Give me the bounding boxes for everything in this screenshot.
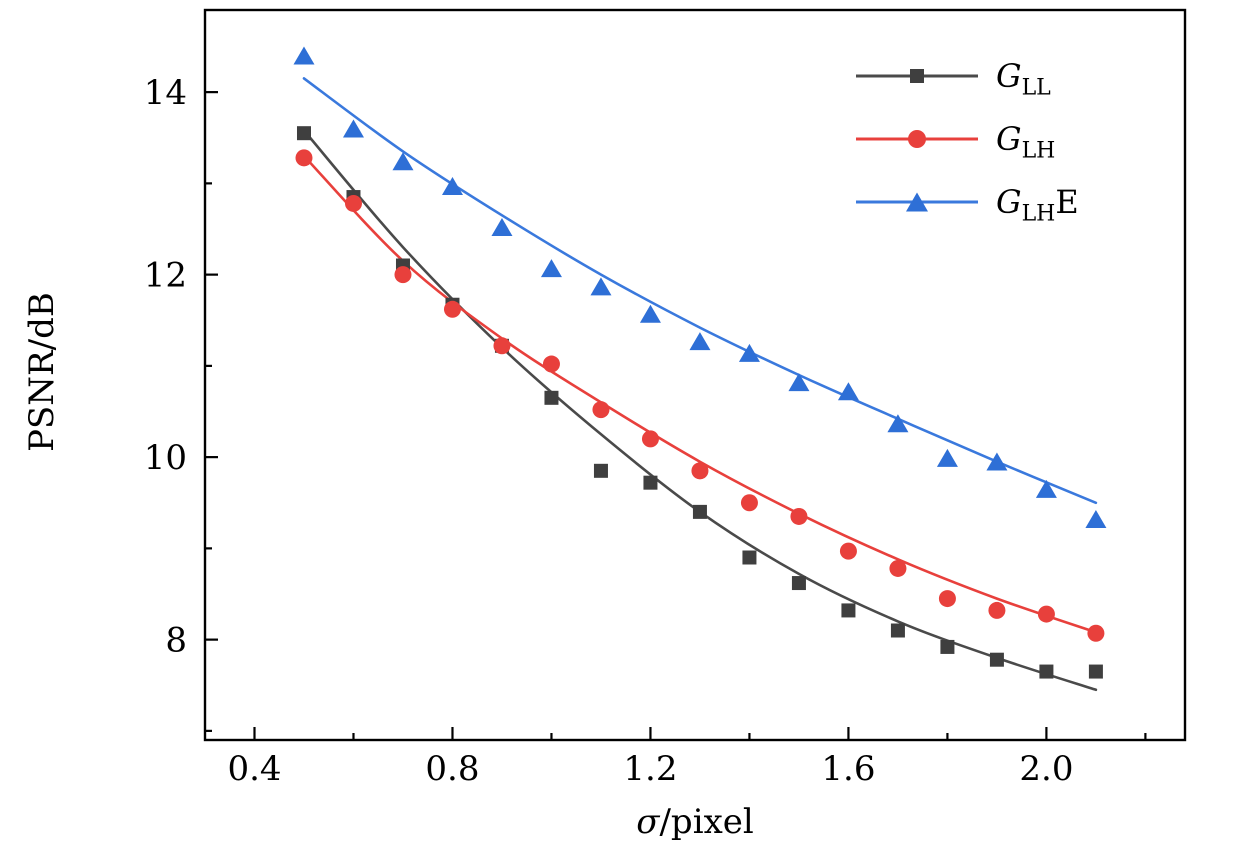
data-point bbox=[295, 149, 313, 167]
tick-label: 10 bbox=[144, 438, 187, 478]
data-point bbox=[593, 463, 608, 478]
data-point bbox=[441, 176, 463, 195]
data-point bbox=[989, 652, 1004, 667]
tick-label: 0.4 bbox=[227, 749, 281, 789]
legend-label-glhe: GLHE bbox=[996, 182, 1079, 225]
tick-labels: 0.4 0.8 1.2 1.6 2.0 8 10 12 14 bbox=[144, 73, 1074, 789]
data-point bbox=[887, 414, 909, 433]
data-point bbox=[938, 590, 956, 608]
data-point bbox=[1035, 479, 1057, 498]
legend-label-suffix: E bbox=[1055, 182, 1079, 221]
square-marker-icon bbox=[910, 68, 924, 83]
tick-label: 1.2 bbox=[623, 749, 677, 789]
y-axis-label: PSNR/dB bbox=[22, 292, 62, 452]
data-point bbox=[988, 601, 1006, 619]
data-point bbox=[342, 119, 364, 138]
tick-label: 12 bbox=[144, 256, 187, 296]
legend-line-sample-glh bbox=[856, 127, 978, 151]
data-point bbox=[738, 343, 760, 362]
legend-item-glhe: GLHE bbox=[856, 170, 1079, 233]
fit-line-glh bbox=[302, 154, 1098, 634]
data-point bbox=[689, 332, 711, 351]
data-point bbox=[643, 475, 658, 490]
tick-label: 2.0 bbox=[1019, 749, 1073, 789]
data-point bbox=[742, 550, 757, 565]
data-point bbox=[296, 126, 311, 141]
data-point bbox=[394, 266, 412, 284]
data-point bbox=[493, 337, 511, 355]
legend-label-main: G bbox=[996, 56, 1022, 95]
legend-label-gll: GLL bbox=[996, 56, 1051, 99]
x-axis-label-sigma: σ bbox=[636, 802, 660, 842]
fit-curves bbox=[302, 77, 1098, 692]
legend-label-sub: LL bbox=[1021, 74, 1051, 100]
tick-label: 0.8 bbox=[425, 749, 479, 789]
data-markers bbox=[293, 46, 1107, 679]
data-point bbox=[639, 304, 661, 323]
data-point bbox=[890, 623, 905, 638]
data-point bbox=[544, 390, 559, 405]
triangle-marker-icon bbox=[906, 192, 928, 211]
axis-ticks bbox=[205, 91, 1147, 740]
data-point bbox=[592, 401, 610, 419]
data-point bbox=[491, 218, 513, 236]
data-point bbox=[542, 355, 560, 373]
legend-item-glh: GLH bbox=[856, 107, 1079, 170]
legend-label-main: G bbox=[996, 182, 1022, 221]
x-axis-label-unit: /pixel bbox=[659, 802, 754, 842]
data-point bbox=[740, 494, 758, 512]
data-point bbox=[443, 300, 461, 318]
data-point bbox=[1037, 605, 1055, 623]
data-point bbox=[986, 452, 1008, 471]
data-point bbox=[790, 507, 808, 525]
data-point bbox=[791, 576, 806, 591]
legend-label-main: G bbox=[996, 119, 1022, 158]
x-axis-label: σ/pixel bbox=[636, 802, 753, 842]
series-glhe bbox=[293, 46, 1107, 528]
data-point bbox=[1087, 624, 1105, 642]
data-point bbox=[936, 448, 958, 467]
data-point bbox=[344, 194, 362, 212]
legend: GLL GLH GLHE bbox=[856, 44, 1079, 233]
data-point bbox=[837, 382, 859, 401]
data-point bbox=[641, 430, 659, 448]
fit-line-glhe bbox=[302, 77, 1098, 505]
data-point bbox=[392, 152, 414, 171]
data-point bbox=[940, 639, 955, 654]
legend-label-glh: GLH bbox=[996, 119, 1055, 162]
data-point bbox=[889, 559, 907, 577]
series-glh bbox=[295, 149, 1105, 642]
legend-label-sub: LH bbox=[1021, 137, 1056, 163]
data-point bbox=[293, 46, 315, 65]
data-point bbox=[841, 603, 856, 618]
tick-label: 14 bbox=[144, 73, 187, 113]
data-point bbox=[540, 259, 562, 278]
data-point bbox=[1085, 510, 1107, 528]
data-point bbox=[590, 277, 612, 296]
data-point bbox=[839, 542, 857, 560]
legend-item-gll: GLL bbox=[856, 44, 1079, 107]
plot-border bbox=[203, 8, 1187, 742]
legend-line-sample-glhe bbox=[856, 190, 978, 214]
data-point bbox=[1088, 664, 1103, 679]
legend-label-sub: LH bbox=[1021, 200, 1056, 226]
data-point bbox=[788, 373, 810, 392]
data-point bbox=[691, 462, 709, 480]
circle-marker-icon bbox=[908, 129, 926, 148]
legend-line-sample-gll bbox=[856, 64, 978, 88]
fit-line-gll bbox=[302, 129, 1098, 692]
tick-label: 8 bbox=[165, 621, 187, 661]
tick-label: 1.6 bbox=[821, 749, 875, 789]
data-point bbox=[1039, 664, 1054, 679]
data-point bbox=[692, 504, 707, 519]
